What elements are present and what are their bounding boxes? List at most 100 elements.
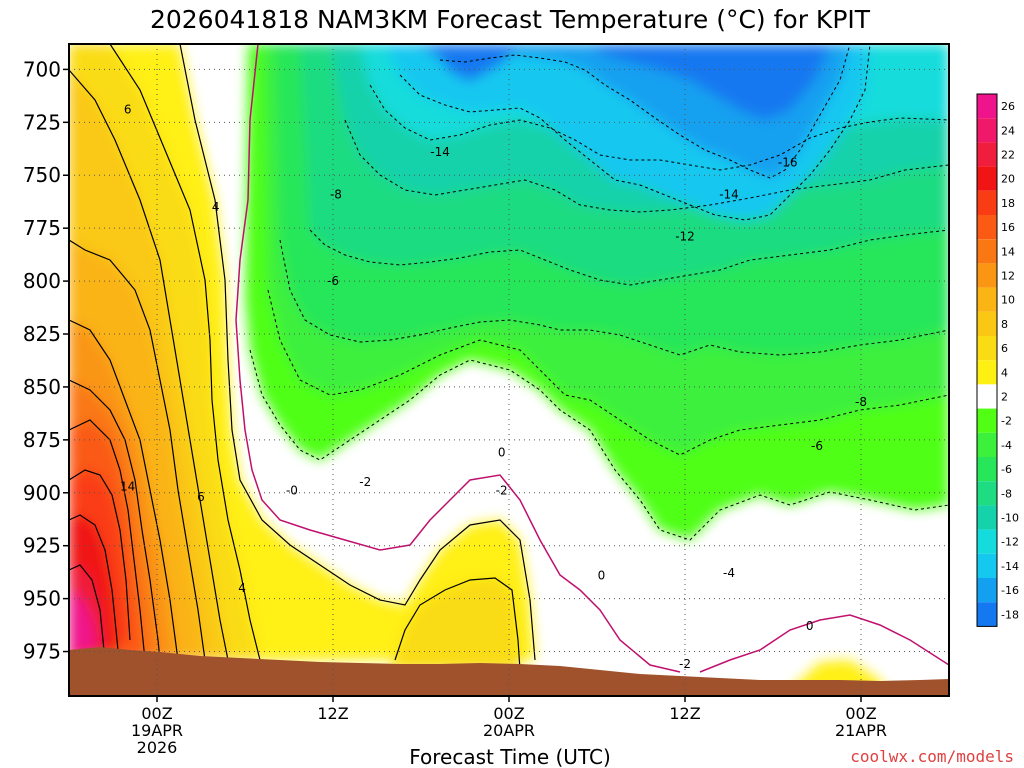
- colorbar-swatch: [977, 239, 997, 264]
- chart-title: 2026041818 NAM3KM Forecast Temperature (…: [150, 5, 871, 34]
- y-tick-label: 775: [23, 216, 61, 240]
- colorbar-frame: [976, 93, 998, 627]
- colorbar-swatch: [977, 360, 997, 385]
- contour-labels: 6 4 14 6 4 -8 -6 -14 -0 -2 0 -2 0 -12 -14 -16 -4 -2 0 -6 -8: [120, 103, 867, 672]
- colorbar-swatch: [977, 311, 997, 336]
- contour-label: 6: [124, 103, 132, 117]
- contour-6: [69, 69, 229, 661]
- colorbar-label: 16: [1001, 221, 1015, 234]
- contour-minus4: [267, 289, 949, 456]
- colorbar-swatch: [977, 118, 997, 143]
- x-tick-label: 19APR: [131, 721, 183, 740]
- colorbar-label: 4: [1001, 366, 1008, 379]
- colorbar-label: 24: [1001, 124, 1015, 137]
- colorbar-swatch: [977, 578, 997, 603]
- contour-label: 4: [238, 581, 246, 595]
- colorbar: 26 24 22 20 18 16 14 12 10 8 6 4 2 -2 -4 -6 -8 -10 -12 -14 -…: [976, 93, 1019, 627]
- colorbar-swatch: [977, 553, 997, 578]
- contour-label: -8: [330, 187, 342, 201]
- contour-label: -12: [675, 230, 695, 244]
- plot-area: 6 4 14 6 4 -8 -6 -14 -0 -2 0 -2 0 -12 -14 -16 -4 -2 0 -6 -8: [69, 44, 949, 696]
- contour-label: -6: [811, 439, 823, 453]
- x-tick-label: 12Z: [317, 704, 348, 723]
- colorbar-label: 12: [1001, 270, 1015, 283]
- contour-label: 0: [598, 568, 606, 582]
- contour-minus2: [249, 349, 949, 541]
- colorbar-label: 10: [1001, 294, 1015, 307]
- contour-label: -8: [855, 395, 867, 409]
- colorbar-label: -10: [1001, 512, 1019, 525]
- contour-minus16: [439, 44, 851, 179]
- y-tick-label: 850: [23, 375, 61, 399]
- colorbar-label: 14: [1001, 245, 1015, 258]
- contour-minus12: [369, 84, 949, 171]
- x-tick-label: 00Z: [141, 704, 172, 723]
- colorbar-swatch: [977, 505, 997, 530]
- colorbar-label: 22: [1001, 149, 1015, 162]
- colorbar-label: -4: [1001, 439, 1012, 452]
- contour-label: -4: [723, 566, 735, 580]
- contour-label: 4: [212, 200, 220, 214]
- region-below-minus18: [430, 44, 520, 82]
- y-tick-label: 825: [23, 322, 61, 346]
- freezing-contours: [235, 44, 949, 673]
- colorbar-swatch: [977, 384, 997, 409]
- y-tick-label: 750: [23, 163, 61, 187]
- colorbar-swatch: [977, 215, 997, 240]
- region-below-minus18-b: [590, 44, 830, 120]
- contour-4-b: [394, 577, 521, 671]
- colorbar-label: 6: [1001, 342, 1008, 355]
- contour-2: [179, 44, 536, 661]
- y-tick-label: 725: [23, 110, 61, 134]
- x-tick-label: 2026: [137, 738, 178, 757]
- colorbar-swatch: [977, 602, 997, 627]
- contour-12: [69, 379, 161, 661]
- colorbar-swatch: [977, 287, 997, 312]
- colorbar-label: -16: [1001, 584, 1019, 597]
- colorbar-swatch: [977, 457, 997, 482]
- contour-8: [69, 239, 206, 661]
- contour-18: [69, 514, 119, 651]
- contour-label: -0: [286, 484, 298, 498]
- colorbar-swatch: [977, 166, 997, 191]
- region-above-4-b: [390, 578, 520, 670]
- colorbar-label: -14: [1001, 560, 1019, 573]
- contour-label: -2: [496, 484, 508, 498]
- x-tick-label: 21APR: [835, 721, 887, 740]
- colorbar-label: -2: [1001, 415, 1012, 428]
- negative-contours: [249, 44, 949, 541]
- colorbar-swatch: [977, 190, 997, 215]
- colorbar-swatch: [977, 263, 997, 288]
- contour-zero-left: [235, 44, 681, 673]
- contour-label: 14: [120, 479, 135, 493]
- colorbar-swatch: [977, 481, 997, 506]
- region-above-22: [69, 590, 96, 655]
- colorbar-label: 8: [1001, 318, 1008, 331]
- contour-label: 6: [197, 490, 205, 504]
- y-tick-label: 875: [23, 428, 61, 452]
- contour-20: [69, 564, 105, 651]
- contour-minus10: [344, 119, 949, 213]
- x-axis-label: Forecast Time (UTC): [409, 745, 611, 768]
- y-tick-label: 925: [23, 534, 61, 558]
- y-tick-label: 950: [23, 587, 61, 611]
- contour-4: [109, 44, 261, 661]
- temperature-fill-layer: [69, 44, 949, 696]
- contour-label: 0: [806, 619, 814, 633]
- x-tick-label: 00Z: [493, 704, 524, 723]
- contour-minus8: [309, 229, 949, 286]
- colorbar-swatch: [977, 408, 997, 433]
- y-axis: 700 725 750 775 800 825 850 875 900 925 950 975: [23, 57, 69, 664]
- contour-label: -2: [679, 657, 691, 671]
- contour-16: [69, 469, 131, 641]
- contour-label: -14: [719, 187, 739, 201]
- positive-contours: [69, 44, 536, 671]
- terrain-ground: [69, 647, 949, 696]
- contour-label: -2: [359, 475, 371, 489]
- contour-label: -14: [430, 145, 450, 159]
- y-tick-label: 800: [23, 269, 61, 293]
- colorbar-swatch: [977, 142, 997, 167]
- grid-lines: [69, 44, 949, 696]
